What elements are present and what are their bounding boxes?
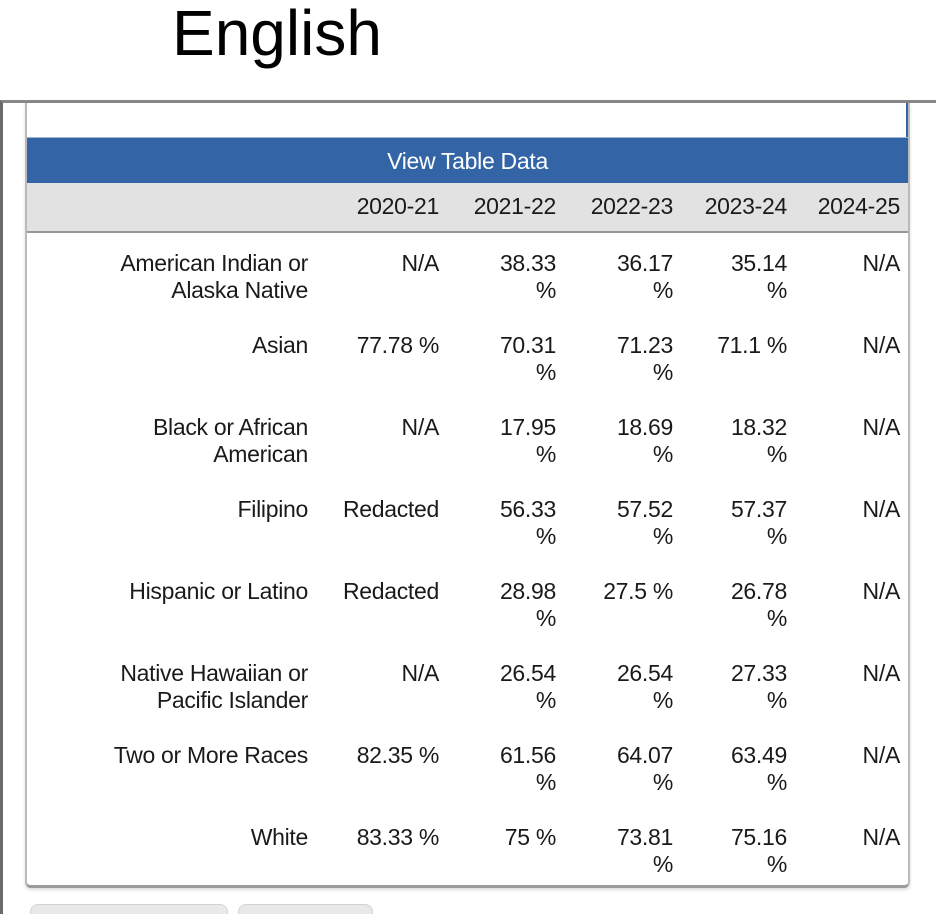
value-cell: 57.37 % bbox=[730, 496, 787, 549]
table-row: Two or More Races 82.35 % 61.56 % 64.07 % 63… bbox=[27, 725, 908, 807]
row-label: American Indian or Alaska Native bbox=[120, 250, 308, 303]
bottom-button-1[interactable] bbox=[30, 904, 228, 914]
value-cell: 26.54 % bbox=[616, 660, 673, 713]
table-row: Hispanic or Latino Redacted 28.98 % 27.5 % 2… bbox=[27, 561, 908, 643]
row-label: Hispanic or Latino bbox=[129, 578, 308, 604]
table-row: Asian 77.78 % 70.31 % 71.23 % 71.1 % N/A bbox=[27, 315, 908, 397]
value-cell: N/A bbox=[862, 660, 901, 686]
table-body: American Indian or Alaska Native N/A 38.33… bbox=[27, 233, 908, 885]
value-cell: 73.81 % bbox=[616, 824, 673, 877]
row-label: White bbox=[250, 824, 309, 850]
row-label: Native Hawaiian or Pacific Islander bbox=[120, 660, 308, 713]
value-cell: 82.35 % bbox=[356, 742, 440, 768]
column-header-2024-25: 2024-25 bbox=[817, 193, 901, 219]
value-cell: N/A bbox=[862, 824, 901, 850]
column-header-2021-22: 2021-22 bbox=[473, 193, 557, 219]
scrollbar-thumb[interactable] bbox=[906, 103, 908, 137]
value-cell: 61.56 % bbox=[499, 742, 556, 795]
page-title: English bbox=[172, 0, 382, 69]
value-cell: 71.1 % bbox=[717, 332, 787, 358]
value-cell: 64.07 % bbox=[616, 742, 673, 795]
value-cell: 63.49 % bbox=[730, 742, 787, 795]
value-cell: N/A bbox=[862, 742, 901, 768]
value-cell: N/A bbox=[862, 414, 901, 440]
value-cell: 75.16 % bbox=[730, 824, 787, 877]
value-cell: N/A bbox=[401, 250, 440, 276]
value-cell: 36.17 % bbox=[616, 250, 673, 303]
value-cell: N/A bbox=[862, 250, 901, 276]
value-cell: Redacted bbox=[342, 578, 439, 604]
value-cell: 83.33 % bbox=[356, 824, 440, 850]
value-cell: 71.23 % bbox=[616, 332, 673, 385]
row-label: Black or African American bbox=[153, 414, 308, 467]
value-cell: 56.33 % bbox=[499, 496, 556, 549]
column-header-row: 2020-21 2021-22 2022-23 2023-24 2024-25 bbox=[27, 183, 908, 233]
table-row: Filipino Redacted 56.33 % 57.52 % 57.37 % N/A bbox=[27, 479, 908, 561]
widget-top-strip bbox=[27, 103, 908, 137]
column-header-2023-24: 2023-24 bbox=[704, 193, 788, 219]
value-cell: 26.54 % bbox=[499, 660, 556, 713]
page-frame bbox=[0, 100, 936, 914]
value-cell: 35.14 % bbox=[730, 250, 787, 303]
value-cell: 27.33 % bbox=[730, 660, 787, 713]
column-header-2020-21: 2020-21 bbox=[356, 193, 440, 219]
value-cell: 70.31 % bbox=[499, 332, 556, 385]
value-cell: 38.33 % bbox=[499, 250, 556, 303]
value-cell: Redacted bbox=[342, 496, 439, 522]
table-row: Black or African American N/A 17.95 % 18.69… bbox=[27, 397, 908, 479]
row-label: Two or More Races bbox=[113, 742, 309, 768]
value-cell: N/A bbox=[401, 660, 440, 686]
bottom-button-2[interactable] bbox=[238, 904, 373, 914]
value-cell: N/A bbox=[401, 414, 440, 440]
table-row: American Indian or Alaska Native N/A 38.33… bbox=[27, 233, 908, 315]
row-label: Filipino bbox=[237, 496, 309, 522]
value-cell: 18.69 % bbox=[616, 414, 673, 467]
view-table-data-button[interactable]: View Table Data bbox=[27, 137, 908, 183]
table-data-widget: View Table Data 2020-21 2021-22 2022-23 … bbox=[25, 103, 910, 888]
table-row: Native Hawaiian or Pacific Islander N/A 26… bbox=[27, 643, 908, 725]
value-cell: 17.95 % bbox=[499, 414, 556, 467]
value-cell: 18.32 % bbox=[730, 414, 787, 467]
column-header-2022-23: 2022-23 bbox=[590, 193, 674, 219]
value-cell: 77.78 % bbox=[356, 332, 440, 358]
column-header-spacer bbox=[27, 183, 330, 231]
value-cell: 26.78 % bbox=[730, 578, 787, 631]
value-cell: 27.5 % bbox=[603, 578, 673, 604]
value-cell: N/A bbox=[862, 496, 901, 522]
value-cell: 57.52 % bbox=[616, 496, 673, 549]
row-label: Asian bbox=[251, 332, 308, 358]
value-cell: 75 % bbox=[504, 824, 557, 850]
table-row: White 83.33 % 75 % 73.81 % 75.16 % N/A bbox=[27, 807, 908, 885]
value-cell: N/A bbox=[862, 332, 901, 358]
value-cell: 28.98 % bbox=[499, 578, 556, 631]
value-cell: N/A bbox=[862, 578, 901, 604]
